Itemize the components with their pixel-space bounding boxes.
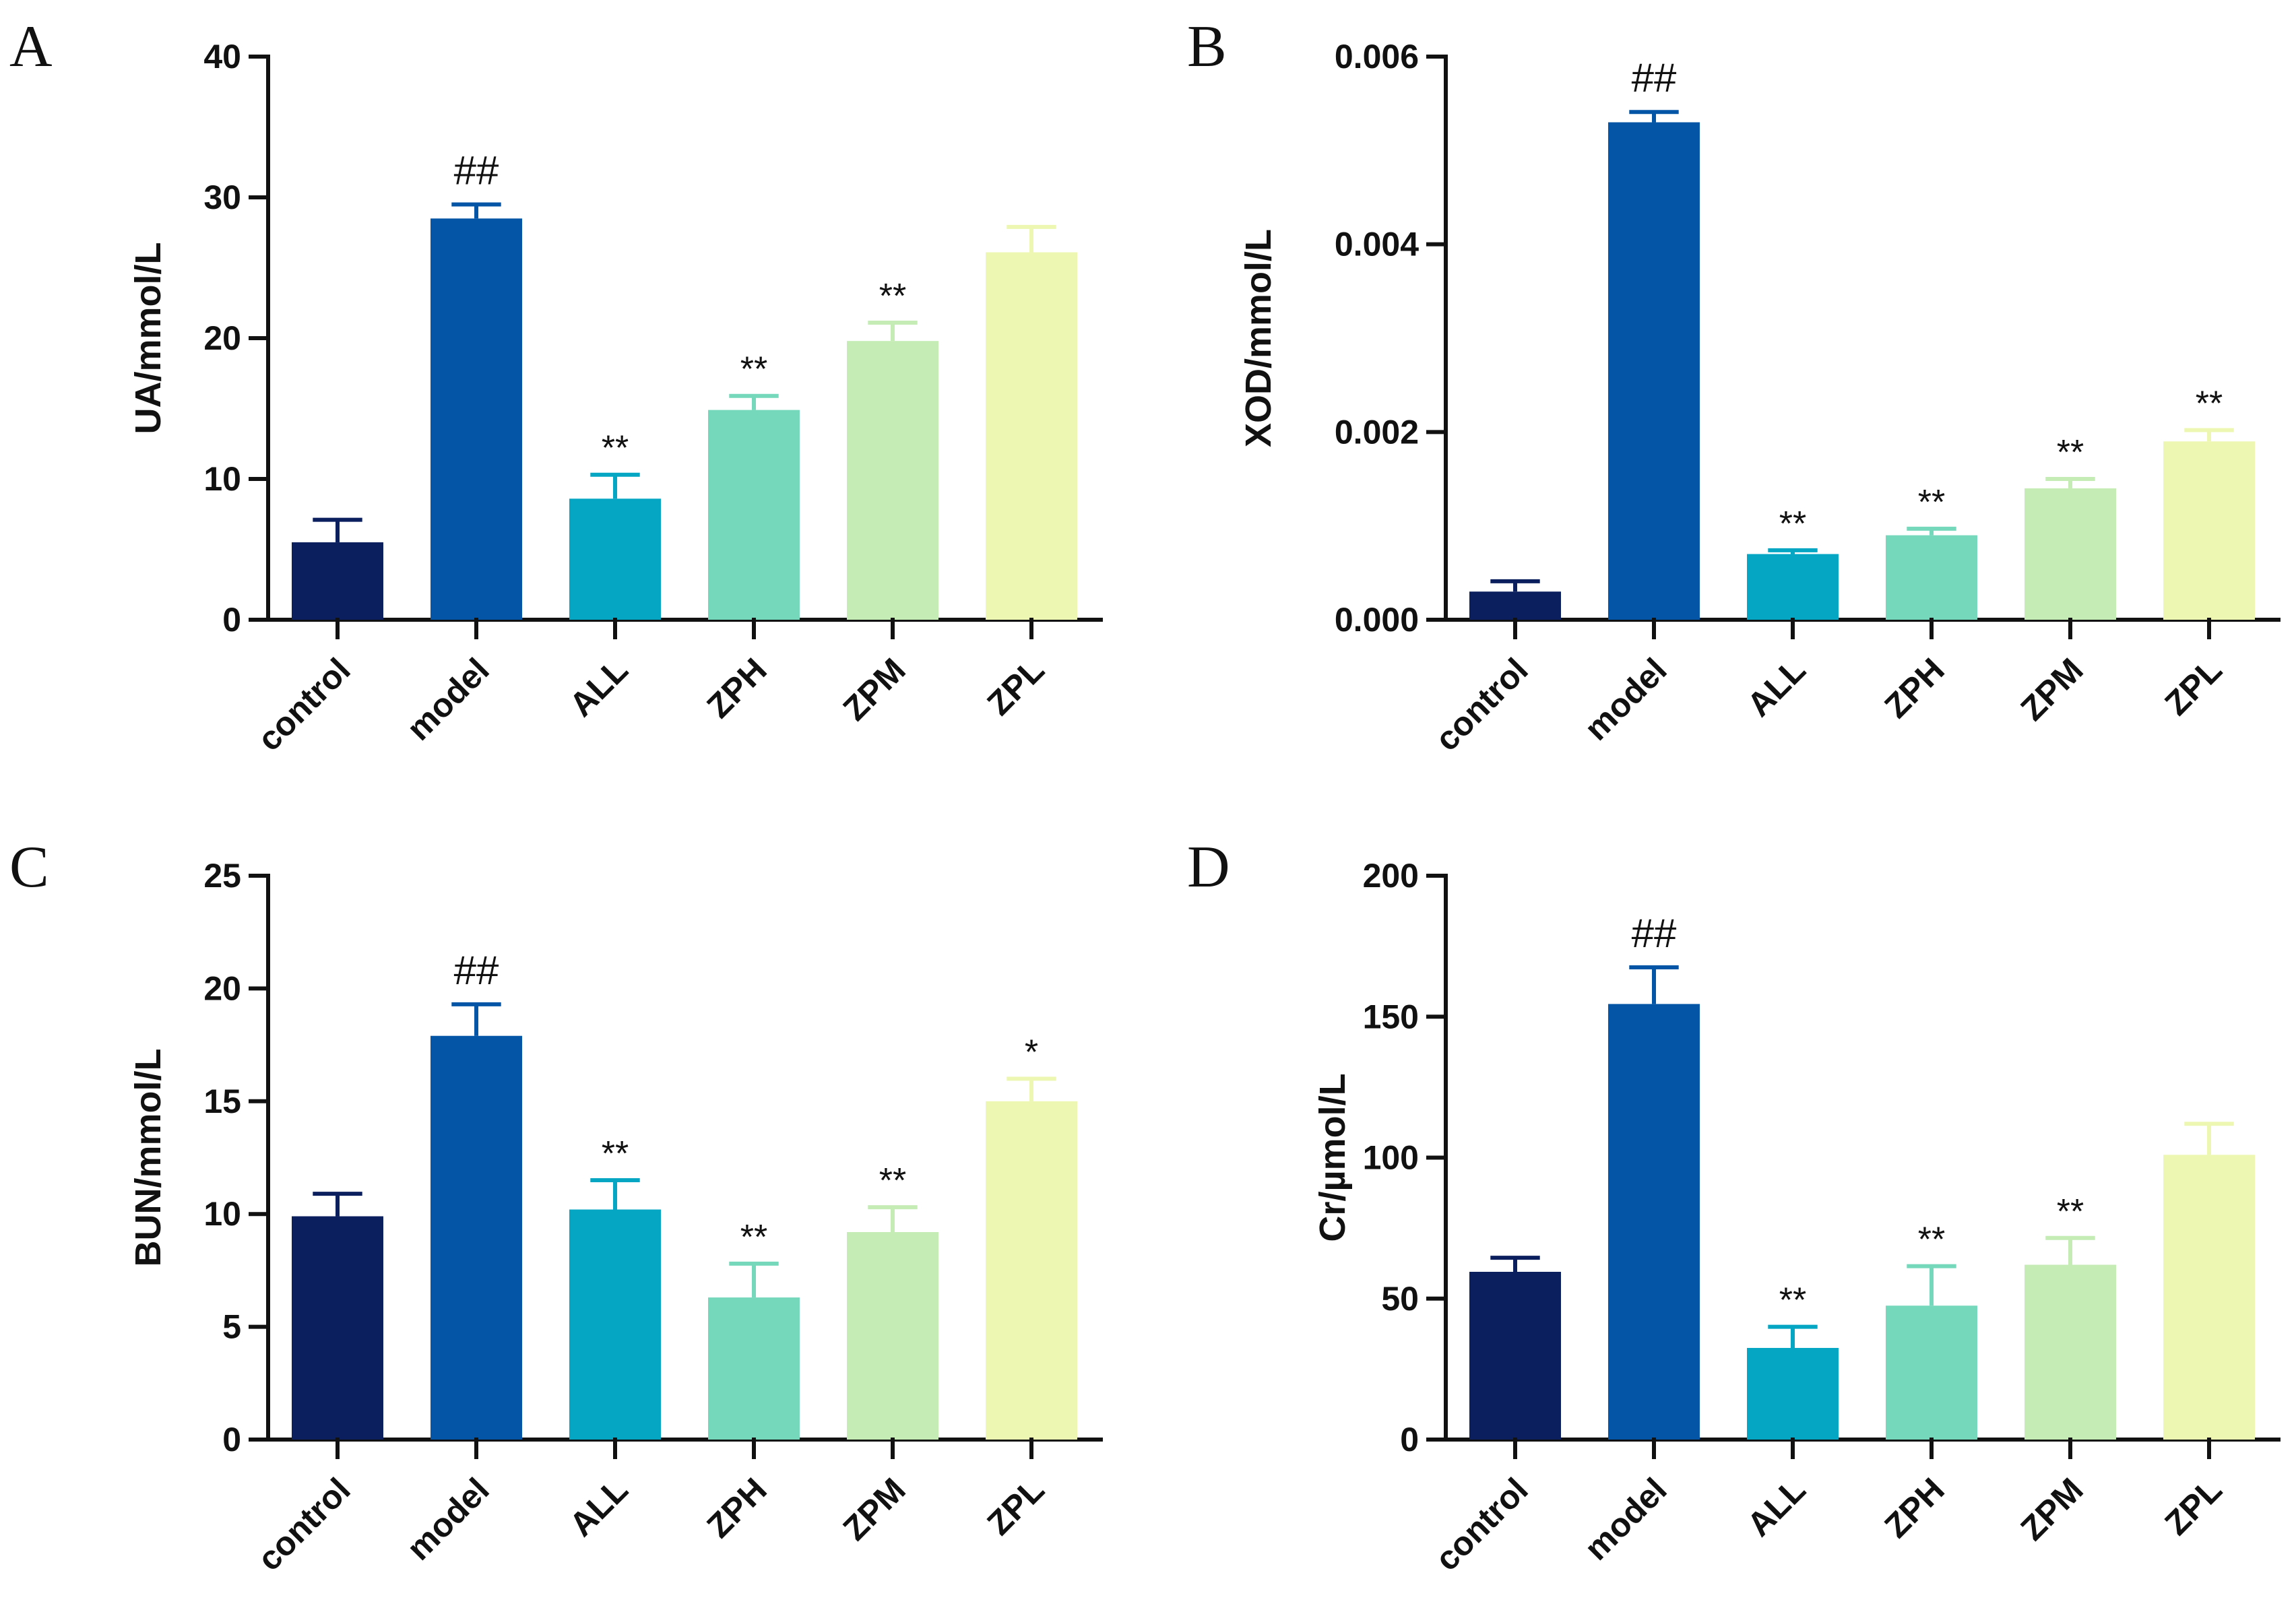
y-axis-title: Cr/µmol/L [1312, 1073, 1353, 1242]
category-label: control [1428, 1471, 1535, 1578]
panel-letter: A [9, 14, 53, 79]
significance-label: ** [879, 1161, 906, 1200]
y-tick-label: 0.004 [1335, 226, 1419, 263]
category-label: control [1428, 651, 1535, 758]
category-label: control [250, 651, 357, 758]
bar [1608, 1004, 1700, 1440]
bar [1886, 1305, 1977, 1440]
category-label: ZPL [980, 1471, 1051, 1542]
y-axis-title: BUN/mmol/L [128, 1049, 168, 1267]
bar [569, 1209, 661, 1440]
bar [1747, 1347, 1839, 1440]
bar [1747, 554, 1839, 620]
bar [1469, 591, 1561, 620]
bar [847, 1231, 938, 1440]
significance-label: ** [740, 350, 767, 389]
bar [2163, 441, 2255, 620]
category-label: model [400, 1471, 497, 1568]
significance-label: ** [1918, 483, 1945, 522]
category-label: ZPM [2014, 651, 2091, 728]
bar [430, 218, 522, 620]
panel-b: B 0.000 0.002 0.004 0.006 XOD/mmol/L control ##… [1187, 14, 2281, 759]
category-label: ZPL [2157, 1471, 2229, 1542]
significance-label: ** [2057, 1192, 2084, 1231]
y-tick-label: 0.002 [1335, 413, 1419, 451]
y-tick-label: 20 [203, 969, 241, 1007]
y-tick-label: 50 [1381, 1280, 1419, 1318]
y-tick-label: 10 [203, 460, 241, 498]
significance-label: ** [1779, 505, 1806, 544]
y-tick-label: 0.000 [1335, 601, 1419, 639]
category-label: ZPH [699, 1471, 773, 1545]
significance-label: ## [454, 148, 499, 193]
bar [1886, 535, 1977, 620]
category-label: ALL [562, 651, 635, 723]
y-tick-label: 150 [1363, 998, 1419, 1035]
significance-label: ** [1779, 1281, 1806, 1320]
y-tick-label: 100 [1363, 1139, 1419, 1177]
bar [569, 498, 661, 620]
category-label: ZPL [980, 651, 1051, 722]
category-label: ALL [562, 1471, 635, 1543]
panel-d: D 0 50 100 150 200 Cr/µmol/L control ## model ** AL… [1187, 835, 2281, 1578]
y-tick-label: 25 [203, 857, 241, 895]
y-axis-title: XOD/mmol/L [1238, 229, 1279, 447]
category-label: model [1577, 651, 1674, 748]
category-label: ZPH [1877, 651, 1951, 725]
category-label: ALL [1740, 1471, 1812, 1543]
significance-label: ** [2196, 385, 2223, 424]
y-tick-label: 30 [203, 179, 241, 216]
y-tick-label: 15 [203, 1083, 241, 1120]
category-label: ZPM [836, 1471, 913, 1547]
panel-a: A 0 10 20 30 40 UA/mmol/L control ## model ** ALL **… [9, 14, 1103, 759]
category-label: model [400, 651, 497, 748]
significance-label: ** [602, 429, 629, 468]
significance-label: ** [879, 277, 906, 316]
bar [292, 542, 383, 620]
bar [2163, 1155, 2255, 1440]
panel-letter: B [1187, 14, 1227, 79]
category-label: ZPH [699, 651, 773, 725]
significance-label: ## [1632, 911, 1677, 956]
category-label: ALL [1740, 651, 1812, 723]
bar [986, 1101, 1077, 1440]
significance-label: ** [602, 1134, 629, 1173]
y-tick-label: 0.006 [1335, 38, 1419, 75]
y-tick-label: 0 [1400, 1421, 1419, 1458]
panel-c: C 0 5 10 15 20 25 BUN/mmol/L control ## model ** ALL… [9, 835, 1103, 1578]
category-label: control [250, 1471, 357, 1578]
significance-label: ## [1632, 55, 1677, 100]
panel-letter: D [1187, 835, 1230, 900]
significance-label: * [1025, 1033, 1038, 1072]
y-tick-label: 20 [203, 319, 241, 357]
bar [430, 1035, 522, 1440]
bar [708, 410, 800, 620]
panel-letter: C [9, 835, 49, 900]
category-label: ZPM [2014, 1471, 2091, 1547]
bar [986, 252, 1077, 620]
significance-label: ** [740, 1218, 767, 1257]
bar [1469, 1271, 1561, 1440]
category-label: ZPL [2157, 651, 2229, 722]
y-axis-title: UA/mmol/L [128, 242, 168, 434]
bar [708, 1297, 800, 1440]
category-label: model [1577, 1471, 1674, 1568]
bar [292, 1216, 383, 1440]
category-label: ZPM [836, 651, 913, 728]
bar [2024, 488, 2116, 620]
y-tick-label: 0 [222, 601, 241, 639]
bar [2024, 1264, 2116, 1440]
significance-label: ** [1918, 1221, 1945, 1260]
significance-label: ## [454, 948, 499, 993]
y-tick-label: 0 [222, 1421, 241, 1458]
significance-label: ** [2057, 433, 2084, 472]
category-label: ZPH [1877, 1471, 1951, 1545]
bar [847, 341, 938, 620]
y-tick-label: 40 [203, 38, 241, 75]
y-tick-label: 200 [1363, 857, 1419, 895]
bar [1608, 122, 1700, 620]
y-tick-label: 10 [203, 1195, 241, 1233]
y-tick-label: 5 [222, 1308, 241, 1346]
